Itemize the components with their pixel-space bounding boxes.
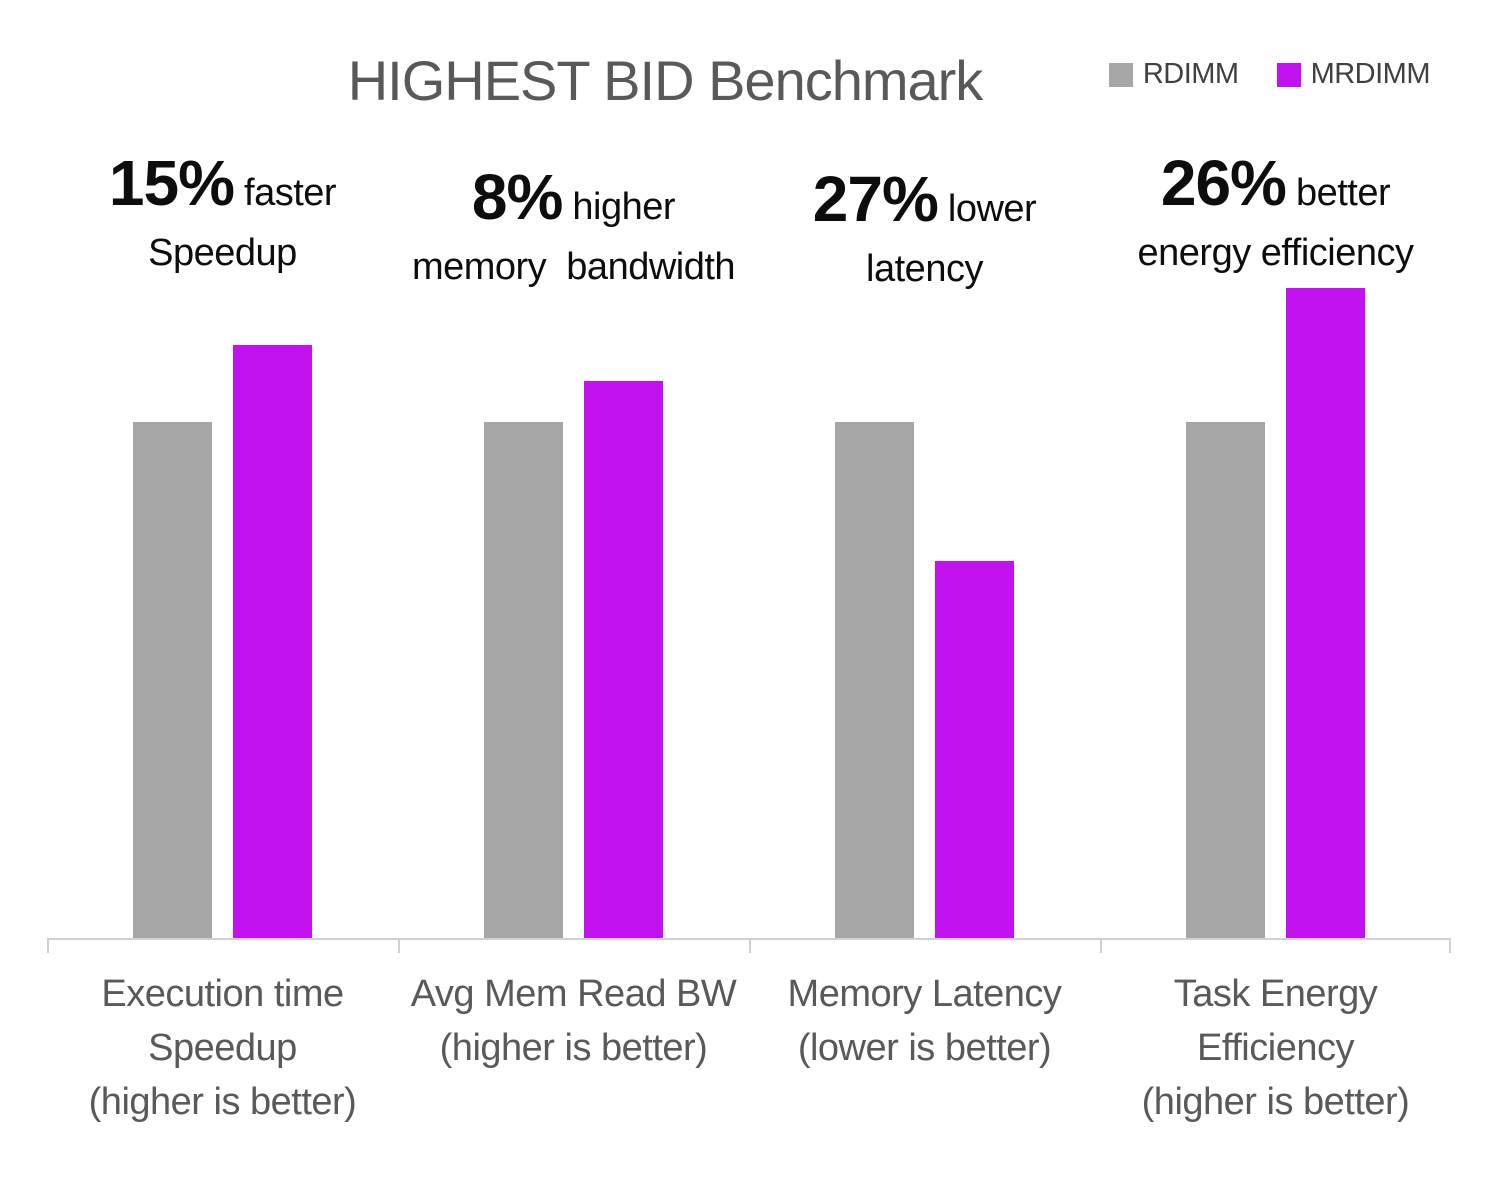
x-axis-line bbox=[47, 938, 1451, 953]
category-label-energy: Task Energy Efficiency (higher is better… bbox=[1141, 973, 1410, 1123]
annotation-line2: energy efficiency bbox=[1137, 232, 1414, 274]
annotation-word: higher bbox=[572, 186, 676, 228]
annotation-bandwidth: 8% higher memory bandwidth bbox=[398, 146, 749, 291]
rdimm-bar bbox=[835, 422, 914, 938]
annotation-line2: Speedup bbox=[148, 232, 297, 274]
annotation-percent: 8% bbox=[471, 161, 563, 233]
category-label-row: Execution time Speedup (higher is better… bbox=[47, 968, 1451, 1130]
category-label-speedup: Execution time Speedup (higher is better… bbox=[88, 973, 357, 1123]
annotation-line2: latency bbox=[866, 248, 983, 290]
bar-group-latency bbox=[749, 0, 1100, 938]
mrdimm-bar bbox=[1286, 288, 1365, 938]
rdimm-bar bbox=[1186, 422, 1265, 938]
annotation-word: better bbox=[1295, 172, 1391, 214]
rdimm-swatch-icon bbox=[1108, 62, 1133, 87]
axis-tick bbox=[1100, 938, 1102, 953]
annotation-word: lower bbox=[947, 188, 1037, 230]
annotation-line2: memory bandwidth bbox=[411, 246, 736, 288]
annotation-line1: 26% better bbox=[1100, 146, 1451, 220]
mrdimm-bar bbox=[935, 561, 1014, 938]
legend-item-rdimm: RDIMM bbox=[1108, 58, 1239, 91]
rdimm-bar bbox=[133, 422, 212, 938]
mrdimm-bar bbox=[233, 345, 312, 938]
axis-tick bbox=[47, 938, 49, 953]
bar-group-speedup bbox=[47, 0, 398, 938]
annotation-latency: 27% lower latency bbox=[749, 146, 1100, 291]
legend: RDIMM MRDIMM bbox=[1108, 58, 1431, 91]
annotation-line1: 27% lower bbox=[749, 162, 1100, 236]
annotation-row: 15% faster Speedup 8% higher memory bandwi… bbox=[47, 146, 1451, 291]
legend-label-mrdimm: MRDIMM bbox=[1310, 58, 1431, 90]
annotation-percent: 26% bbox=[1160, 147, 1287, 219]
annotation-word: faster bbox=[244, 172, 337, 214]
chart-title: HIGHEST BID Benchmark bbox=[347, 49, 984, 112]
annotation-line1: 15% faster bbox=[47, 146, 398, 220]
mrdimm-bar bbox=[584, 381, 663, 938]
bar-group-bandwidth bbox=[398, 0, 749, 938]
annotation-percent: 27% bbox=[812, 163, 939, 235]
mrdimm-swatch-icon bbox=[1276, 62, 1301, 87]
annotation-percent: 15% bbox=[108, 147, 235, 219]
legend-label-rdimm: RDIMM bbox=[1142, 58, 1239, 90]
bar-group-energy bbox=[1100, 0, 1451, 938]
annotation-energy: 26% better energy efficiency bbox=[1100, 146, 1451, 291]
rdimm-bar bbox=[484, 422, 563, 938]
annotation-line1: 8% higher bbox=[398, 160, 749, 234]
axis-tick bbox=[1449, 938, 1451, 953]
legend-item-mrdimm: MRDIMM bbox=[1276, 58, 1431, 91]
plot-area bbox=[47, 0, 1451, 938]
axis-tick bbox=[749, 938, 751, 953]
annotation-speedup: 15% faster Speedup bbox=[47, 146, 398, 291]
category-label-bandwidth: Avg Mem Read BW (higher is better) bbox=[410, 973, 737, 1069]
axis-tick bbox=[398, 938, 400, 953]
category-label-latency: Memory Latency (lower is better) bbox=[787, 973, 1062, 1069]
